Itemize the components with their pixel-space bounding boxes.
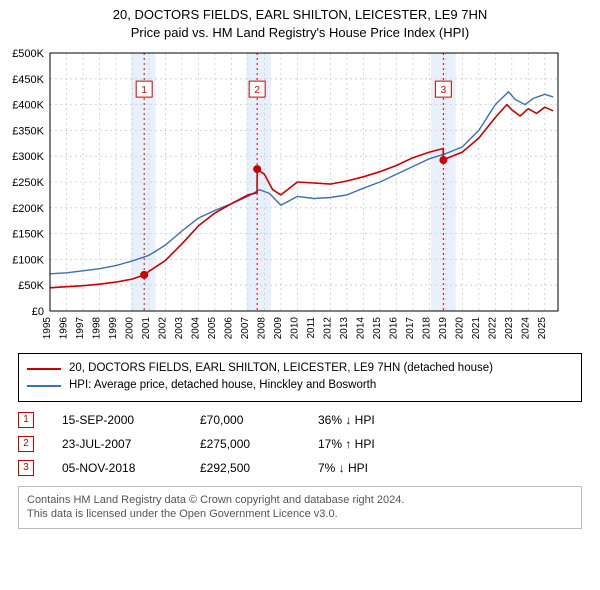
footnote-line: Contains HM Land Registry data © Crown c… (27, 493, 573, 508)
svg-text:2001: 2001 (141, 317, 152, 340)
legend-label: 20, DOCTORS FIELDS, EARL SHILTON, LEICES… (69, 360, 493, 377)
svg-text:2018: 2018 (421, 317, 432, 340)
svg-text:£400K: £400K (12, 100, 44, 112)
svg-text:£250K: £250K (12, 177, 44, 189)
svg-text:2006: 2006 (223, 317, 234, 340)
svg-text:1996: 1996 (58, 317, 69, 340)
table-row: 1 15-SEP-2000 £70,000 36% ↓ HPI (18, 408, 582, 432)
table-row: 3 05-NOV-2018 £292,500 7% ↓ HPI (18, 456, 582, 480)
svg-text:2015: 2015 (372, 317, 383, 340)
legend-item-price-paid: 20, DOCTORS FIELDS, EARL SHILTON, LEICES… (27, 360, 573, 377)
svg-text:1998: 1998 (91, 317, 102, 340)
event-marker-icon: 1 (18, 412, 34, 428)
svg-text:£450K: £450K (12, 74, 44, 86)
legend-swatch-icon (27, 385, 61, 387)
footnote-box: Contains HM Land Registry data © Crown c… (18, 486, 582, 530)
svg-text:2010: 2010 (289, 317, 300, 340)
svg-text:1995: 1995 (42, 317, 53, 340)
svg-text:3: 3 (441, 85, 447, 96)
chart-area: £0 £50K £100K £150K £200K £250K £300K £350K £400… (0, 45, 600, 345)
svg-text:£500K: £500K (12, 48, 44, 60)
svg-text:2: 2 (254, 85, 260, 96)
event-delta: 7% ↓ HPI (318, 461, 428, 475)
svg-text:2012: 2012 (322, 317, 333, 340)
svg-text:2022: 2022 (487, 317, 498, 340)
svg-text:2014: 2014 (355, 317, 366, 340)
svg-text:2011: 2011 (306, 317, 317, 339)
svg-text:£300K: £300K (12, 151, 44, 163)
svg-text:2002: 2002 (157, 317, 168, 340)
svg-text:2023: 2023 (504, 317, 515, 340)
svg-text:2020: 2020 (454, 317, 465, 340)
event-delta: 17% ↑ HPI (318, 437, 428, 451)
svg-text:2005: 2005 (207, 317, 218, 340)
event-price: £292,500 (200, 461, 290, 475)
svg-text:2009: 2009 (273, 317, 284, 340)
chart-title-block: 20, DOCTORS FIELDS, EARL SHILTON, LEICES… (0, 0, 600, 45)
svg-text:2016: 2016 (388, 317, 399, 340)
events-table: 1 15-SEP-2000 £70,000 36% ↓ HPI 2 23-JUL… (18, 408, 582, 480)
svg-text:2017: 2017 (405, 317, 416, 340)
table-row: 2 23-JUL-2007 £275,000 17% ↑ HPI (18, 432, 582, 456)
legend-item-hpi: HPI: Average price, detached house, Hinc… (27, 377, 573, 394)
event-price: £275,000 (200, 437, 290, 451)
svg-text:£350K: £350K (12, 125, 44, 137)
event-price: £70,000 (200, 413, 290, 427)
svg-text:2021: 2021 (471, 317, 482, 340)
svg-text:£200K: £200K (12, 203, 44, 215)
svg-text:2000: 2000 (124, 317, 135, 340)
title-line-2: Price paid vs. HM Land Registry's House … (8, 24, 592, 42)
event-date: 05-NOV-2018 (62, 461, 172, 475)
event-date: 15-SEP-2000 (62, 413, 172, 427)
legend-label: HPI: Average price, detached house, Hinc… (69, 377, 376, 394)
legend-box: 20, DOCTORS FIELDS, EARL SHILTON, LEICES… (18, 353, 582, 402)
event-marker-icon: 2 (18, 436, 34, 452)
svg-text:2003: 2003 (174, 317, 185, 340)
svg-text:£100K: £100K (12, 254, 44, 266)
svg-text:1: 1 (141, 85, 147, 96)
line-chart: £0 £50K £100K £150K £200K £250K £300K £350K £400… (0, 45, 566, 345)
event-marker-icon: 3 (18, 460, 34, 476)
svg-text:£50K: £50K (18, 280, 44, 292)
svg-text:2013: 2013 (339, 317, 350, 340)
title-line-1: 20, DOCTORS FIELDS, EARL SHILTON, LEICES… (8, 6, 592, 24)
svg-text:1999: 1999 (108, 317, 119, 340)
event-delta: 36% ↓ HPI (318, 413, 428, 427)
footnote-line: This data is licensed under the Open Gov… (27, 507, 573, 522)
svg-text:2025: 2025 (537, 317, 548, 340)
svg-text:1997: 1997 (75, 317, 86, 340)
svg-text:2024: 2024 (520, 317, 531, 340)
svg-text:2007: 2007 (240, 317, 251, 340)
svg-text:£150K: £150K (12, 229, 44, 241)
svg-text:2004: 2004 (190, 317, 201, 340)
svg-text:2008: 2008 (256, 317, 267, 340)
event-date: 23-JUL-2007 (62, 437, 172, 451)
svg-text:£0: £0 (32, 306, 44, 318)
legend-swatch-icon (27, 368, 61, 370)
svg-text:2019: 2019 (438, 317, 449, 340)
